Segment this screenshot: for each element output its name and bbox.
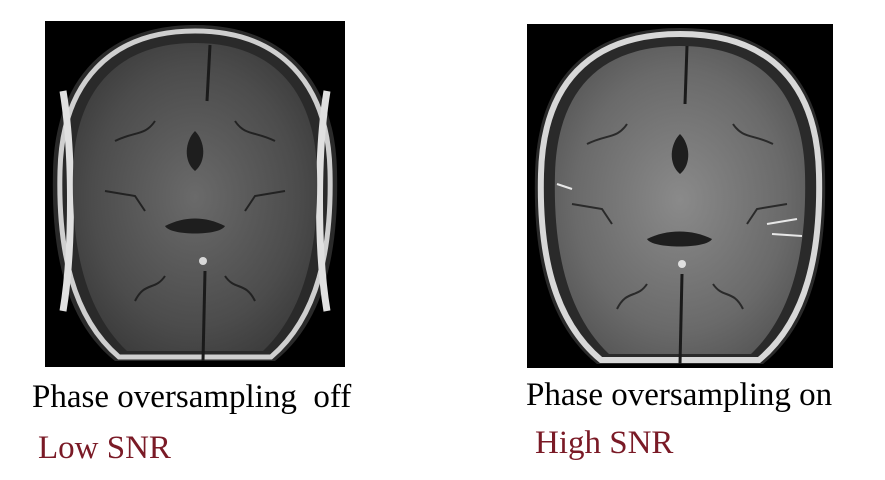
right-snr-label: High SNR [535,425,674,461]
left-caption: Phase oversampling off [32,379,352,415]
right-caption: Phase oversampling on [526,377,833,413]
mri-scan-right [527,24,833,368]
mri-scan-left [45,21,345,367]
mri-brain-icon [52,25,338,362]
left-snr-label: Low SNR [38,430,171,466]
mri-brain-icon [534,28,826,365]
